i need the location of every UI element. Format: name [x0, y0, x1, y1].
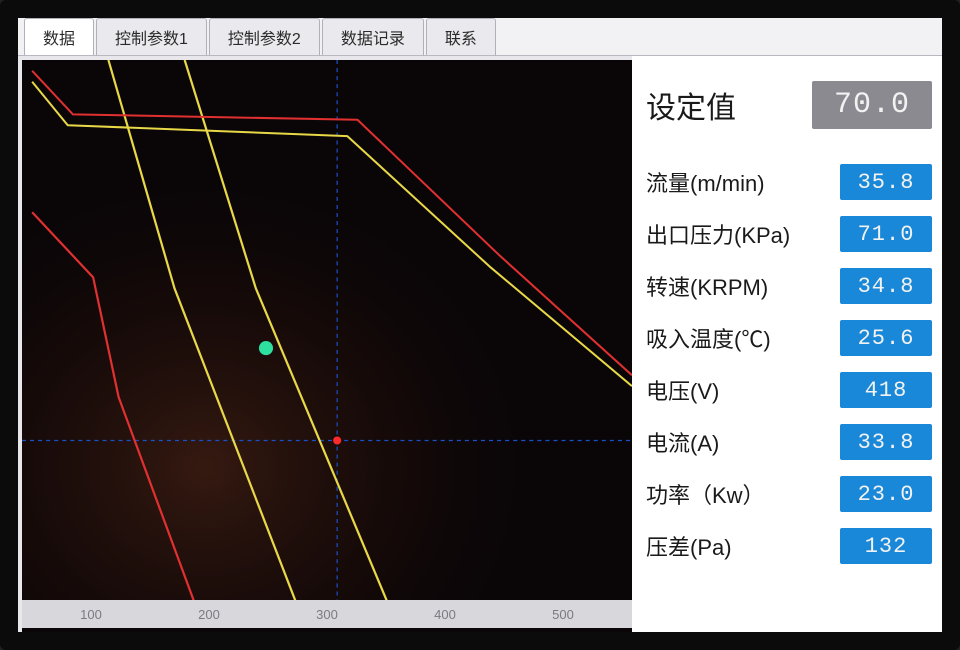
metric-label-outlet_p: 出口压力(KPa): [646, 218, 790, 250]
metric-value-power[interactable]: 23.0: [840, 476, 932, 512]
metric-value-speed[interactable]: 34.8: [840, 268, 932, 304]
x-tick: 200: [150, 607, 268, 622]
metric-value-dp[interactable]: 132: [840, 528, 932, 564]
x-tick: 500: [504, 607, 622, 622]
metric-label-voltage: 电压(V): [646, 374, 719, 406]
tab-4[interactable]: 联系: [426, 18, 496, 55]
metric-row-dp: 压差(Pa) 132: [646, 520, 932, 572]
hmi-screen: 数据控制参数1控制参数2数据记录联系 100200300400500 设定值 7…: [0, 0, 960, 650]
metric-row-speed: 转速(KRPM) 34.8: [646, 260, 932, 312]
tab-2[interactable]: 控制参数2: [209, 18, 320, 55]
readings-panel: 设定值 70.0 流量(m/min) 35.8 出口压力(KPa) 71.0 转速(KR…: [632, 56, 942, 632]
metric-value-outlet_p[interactable]: 71.0: [840, 216, 932, 252]
tab-1[interactable]: 控制参数1: [96, 18, 207, 55]
tab-0[interactable]: 数据: [24, 18, 94, 55]
tab-3[interactable]: 数据记录: [322, 18, 424, 55]
metric-row-power: 功率（Kw） 23.0: [646, 468, 932, 520]
metric-row-inlet_t: 吸入温度(℃) 25.6: [646, 312, 932, 364]
metric-row-voltage: 电压(V) 418: [646, 364, 932, 416]
metric-value-flow[interactable]: 35.8: [840, 164, 932, 200]
metric-label-power: 功率（Kw）: [646, 478, 765, 510]
metric-value-voltage[interactable]: 418: [840, 372, 932, 408]
setpoint-label: 设定值: [646, 83, 736, 127]
chart-area: 100200300400500: [22, 60, 632, 628]
metric-label-flow: 流量(m/min): [646, 166, 765, 198]
metric-row-flow: 流量(m/min) 35.8: [646, 156, 932, 208]
metric-label-dp: 压差(Pa): [646, 530, 732, 562]
main-area: 100200300400500 设定值 70.0 流量(m/min) 35.8 出口…: [18, 56, 942, 632]
x-tick: 100: [32, 607, 150, 622]
metric-label-speed: 转速(KRPM): [646, 270, 768, 302]
metric-label-current: 电流(A): [646, 426, 719, 458]
metric-row-current: 电流(A) 33.8: [646, 416, 932, 468]
metric-label-inlet_t: 吸入温度(℃): [646, 322, 771, 354]
metric-row-outlet_p: 出口压力(KPa) 71.0: [646, 208, 932, 260]
x-tick: 300: [268, 607, 386, 622]
metric-value-current[interactable]: 33.8: [840, 424, 932, 460]
trend-chart: [22, 60, 632, 632]
x-tick: 400: [386, 607, 504, 622]
x-axis-strip: 100200300400500: [22, 600, 632, 628]
setpoint-row: 设定值 70.0: [646, 70, 932, 140]
tab-bar: 数据控制参数1控制参数2数据记录联系: [18, 18, 942, 56]
metric-value-inlet_t[interactable]: 25.6: [840, 320, 932, 356]
setpoint-value[interactable]: 70.0: [812, 81, 932, 129]
